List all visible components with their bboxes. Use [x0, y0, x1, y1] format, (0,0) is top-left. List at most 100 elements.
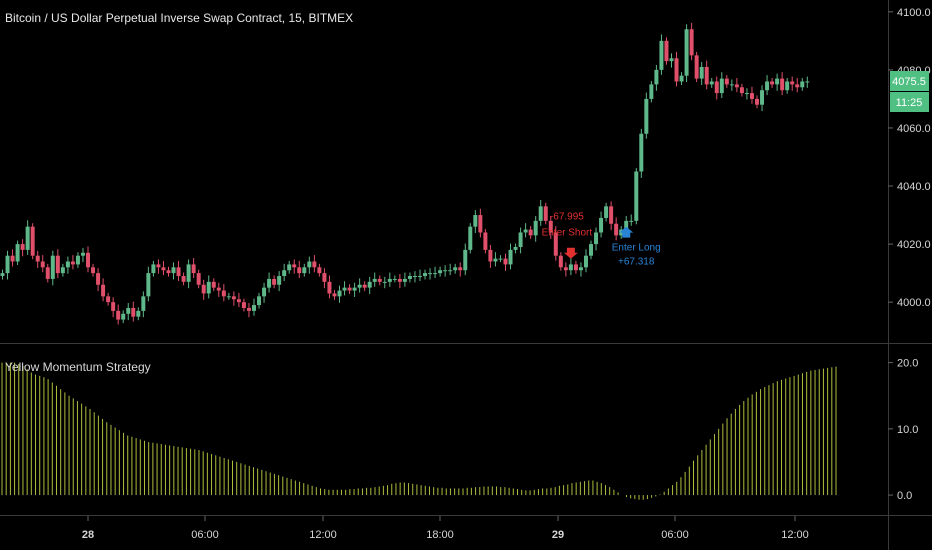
- candle-body[interactable]: [151, 264, 156, 274]
- candle-body[interactable]: [739, 87, 744, 94]
- candle-body[interactable]: [60, 267, 65, 274]
- candle-body[interactable]: [166, 270, 171, 274]
- candle-body[interactable]: [236, 299, 241, 303]
- candle-body[interactable]: [428, 273, 433, 275]
- candle-body[interactable]: [70, 261, 75, 265]
- candle-body[interactable]: [382, 281, 387, 283]
- candle-body[interactable]: [40, 261, 45, 268]
- candle-body[interactable]: [297, 267, 302, 274]
- candle-body[interactable]: [322, 273, 327, 282]
- candle-body[interactable]: [563, 267, 568, 271]
- candle-body[interactable]: [729, 84, 734, 86]
- candle-body[interactable]: [186, 264, 191, 282]
- candle-body[interactable]: [684, 29, 689, 76]
- candle-body[interactable]: [367, 281, 372, 288]
- candle-body[interactable]: [402, 278, 407, 282]
- candle-body[interactable]: [211, 281, 216, 288]
- price-pane[interactable]: -67.995 Enter Short Enter Long +67.318: [0, 22, 810, 325]
- candle-body[interactable]: [755, 98, 759, 105]
- candle-body[interactable]: [508, 249, 513, 265]
- candle-body[interactable]: [397, 278, 402, 282]
- candle-body[interactable]: [453, 267, 458, 271]
- oscillator-pane[interactable]: [1, 362, 837, 500]
- candle-body[interactable]: [0, 273, 5, 277]
- candle-body[interactable]: [111, 302, 116, 311]
- candle-body[interactable]: [146, 273, 151, 297]
- candle-body[interactable]: [30, 226, 35, 256]
- candle-body[interactable]: [649, 84, 654, 99]
- candle-body[interactable]: [241, 302, 246, 308]
- candle-body[interactable]: [342, 287, 347, 291]
- candle-body[interactable]: [412, 276, 417, 278]
- candle-body[interactable]: [805, 81, 810, 83]
- candle-body[interactable]: [80, 252, 85, 256]
- candle-body[interactable]: [709, 81, 714, 85]
- candle-body[interactable]: [231, 296, 236, 300]
- candle-body[interactable]: [91, 267, 96, 274]
- candle-body[interactable]: [483, 232, 488, 250]
- candle-body[interactable]: [493, 258, 498, 262]
- candle-body[interactable]: [312, 261, 317, 268]
- candle-body[interactable]: [161, 267, 166, 271]
- candle-body[interactable]: [206, 281, 211, 294]
- candle-body[interactable]: [669, 58, 674, 62]
- candle-body[interactable]: [332, 293, 337, 297]
- candle-body[interactable]: [196, 273, 201, 285]
- candle-body[interactable]: [15, 244, 20, 262]
- candle-body[interactable]: [538, 206, 543, 221]
- candle-body[interactable]: [659, 40, 664, 70]
- candle-body[interactable]: [136, 310, 141, 317]
- candle-body[interactable]: [191, 264, 196, 274]
- candle-body[interactable]: [800, 81, 805, 88]
- candle-body[interactable]: [674, 58, 679, 82]
- candle-body[interactable]: [55, 255, 60, 274]
- candle-body[interactable]: [86, 252, 91, 268]
- candle-body[interactable]: [216, 287, 221, 291]
- candle-body[interactable]: [302, 267, 307, 274]
- candle-body[interactable]: [387, 278, 392, 282]
- candle-body[interactable]: [433, 273, 438, 275]
- candle-body[interactable]: [282, 270, 287, 277]
- candle-body[interactable]: [689, 29, 694, 56]
- candle-body[interactable]: [780, 78, 785, 91]
- candle-body[interactable]: [5, 255, 10, 274]
- candle-body[interactable]: [654, 69, 659, 85]
- candle-body[interactable]: [714, 81, 719, 94]
- candle-body[interactable]: [101, 284, 106, 297]
- candle-body[interactable]: [624, 220, 629, 230]
- candle-body[interactable]: [347, 287, 352, 291]
- candle-body[interactable]: [246, 307, 251, 311]
- candle-body[interactable]: [327, 281, 332, 294]
- candle-body[interactable]: [639, 133, 644, 172]
- candle-body[interactable]: [795, 84, 800, 88]
- candle-body[interactable]: [352, 287, 357, 291]
- candle-body[interactable]: [604, 206, 609, 218]
- candle-body[interactable]: [473, 215, 478, 227]
- candle-body[interactable]: [533, 220, 538, 236]
- candle-body[interactable]: [141, 296, 146, 311]
- candle-body[interactable]: [10, 255, 15, 262]
- candle-body[interactable]: [407, 276, 412, 279]
- candle-body[interactable]: [765, 81, 770, 91]
- candle-body[interactable]: [790, 81, 795, 85]
- candle-body[interactable]: [734, 84, 739, 88]
- candle-body[interactable]: [775, 78, 780, 85]
- candle-body[interactable]: [176, 267, 181, 277]
- candle-body[interactable]: [543, 206, 548, 221]
- candle-body[interactable]: [568, 264, 573, 271]
- candle-body[interactable]: [770, 81, 775, 85]
- candle-body[interactable]: [443, 270, 448, 272]
- candle-body[interactable]: [664, 40, 669, 62]
- candle-body[interactable]: [156, 264, 161, 268]
- candle-body[interactable]: [50, 255, 55, 279]
- candle-body[interactable]: [116, 310, 121, 320]
- candle-body[interactable]: [458, 267, 463, 271]
- candle-body[interactable]: [252, 305, 256, 311]
- candle-body[interactable]: [438, 270, 443, 274]
- candle-body[interactable]: [614, 223, 619, 236]
- candle-body[interactable]: [448, 270, 453, 272]
- candle-body[interactable]: [594, 232, 599, 245]
- candle-body[interactable]: [523, 229, 528, 233]
- candle-body[interactable]: [201, 284, 206, 294]
